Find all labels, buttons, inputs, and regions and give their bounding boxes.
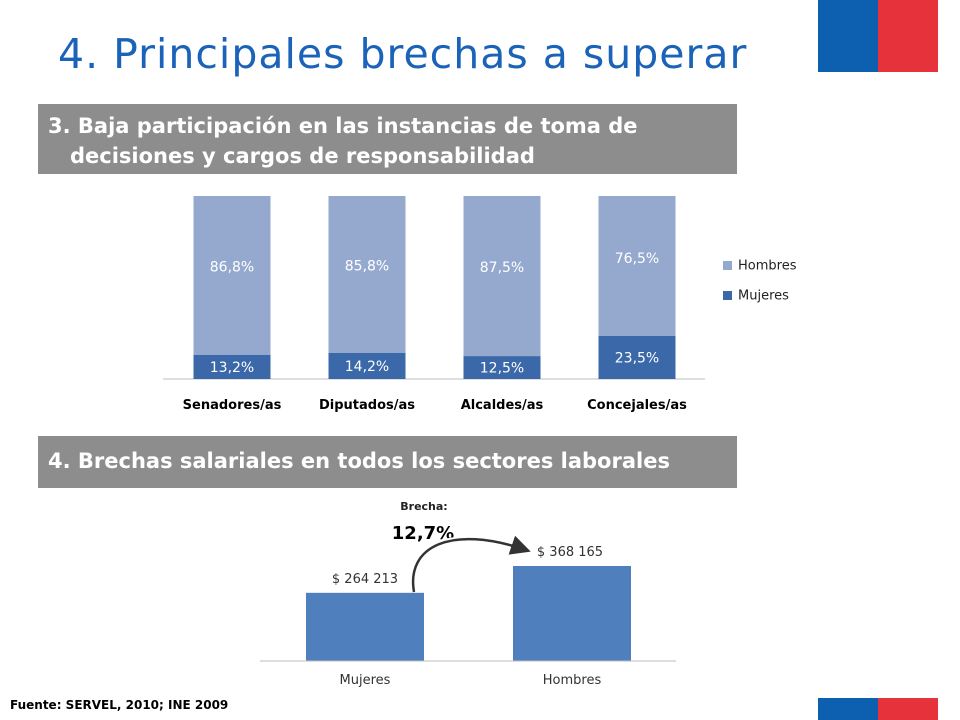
brecha-arrow bbox=[411, 535, 531, 593]
data-label-hombres-2: 87,5% bbox=[480, 260, 524, 276]
legend-swatch-1 bbox=[723, 291, 732, 300]
salary-category-label-1: Hombres bbox=[543, 673, 602, 688]
salary-bar-1 bbox=[513, 566, 631, 661]
bar-hombres-0 bbox=[193, 196, 271, 355]
legend-swatch-0 bbox=[723, 261, 732, 270]
flag-red-block-bottom bbox=[878, 698, 938, 720]
bar-mujeres-1 bbox=[328, 353, 406, 379]
flag-blue-block-top bbox=[818, 0, 878, 72]
brecha-arrow-outline bbox=[410, 536, 527, 593]
data-label-hombres-3: 76,5% bbox=[615, 251, 659, 267]
banner-line-2: decisiones y cargos de responsabilidad bbox=[70, 144, 535, 168]
banner-text: 4. Brechas salariales en todos los secto… bbox=[48, 449, 670, 473]
section-banner-participation: 3. Baja participación en las instancias … bbox=[38, 104, 737, 174]
banner-line-1: 3. Baja participación en las instancias … bbox=[48, 114, 638, 138]
salary-value-label-1: $ 368 165 bbox=[537, 545, 603, 560]
legend-label-1: Mujeres bbox=[738, 289, 789, 304]
participation-stacked-bar-chart: 86,8% 13,2% Senadores/as 85,8% 14,2% Diputado… bbox=[163, 196, 797, 413]
data-label-mujeres-2: 12,5% bbox=[480, 361, 524, 377]
category-label-0: Senadores/as bbox=[183, 398, 282, 413]
salary-bar-0 bbox=[306, 592, 424, 661]
source-note: Fuente: SERVEL, 2010; INE 2009 bbox=[10, 698, 229, 712]
salary-category-label-0: Mujeres bbox=[340, 673, 391, 688]
category-label-2: Alcaldes/as bbox=[461, 398, 544, 413]
data-label-hombres-1: 85,8% bbox=[345, 259, 389, 275]
category-label-3: Concejales/as bbox=[587, 398, 687, 413]
data-label-mujeres-1: 14,2% bbox=[345, 359, 389, 375]
data-label-hombres-0: 86,8% bbox=[210, 259, 254, 275]
bar-mujeres-3 bbox=[598, 335, 676, 379]
bar-hombres-1 bbox=[328, 196, 406, 354]
page-title: 4. Principales brechas a superar bbox=[58, 30, 748, 78]
section-banner-salary: 4. Brechas salariales en todos los secto… bbox=[38, 436, 737, 488]
bar-hombres-2 bbox=[463, 196, 541, 357]
brecha-title: Brecha: bbox=[400, 500, 447, 513]
flag-red-block-top bbox=[878, 0, 938, 72]
bar-mujeres-2 bbox=[463, 356, 541, 379]
flag-blue-block-bottom bbox=[818, 698, 878, 720]
category-label-1: Diputados/as bbox=[319, 398, 415, 413]
brecha-value: 12,7% bbox=[392, 523, 454, 544]
bar-hombres-3 bbox=[598, 196, 676, 336]
bar-mujeres-0 bbox=[193, 354, 271, 379]
salary-bar-chart: $ 264 213 Mujeres $ 368 165 Hombres Brecha: 1… bbox=[260, 500, 676, 688]
legend-label-0: Hombres bbox=[738, 259, 797, 274]
data-label-mujeres-3: 23,5% bbox=[615, 350, 659, 366]
data-label-mujeres-0: 13,2% bbox=[210, 360, 254, 376]
salary-value-label-0: $ 264 213 bbox=[332, 572, 398, 587]
